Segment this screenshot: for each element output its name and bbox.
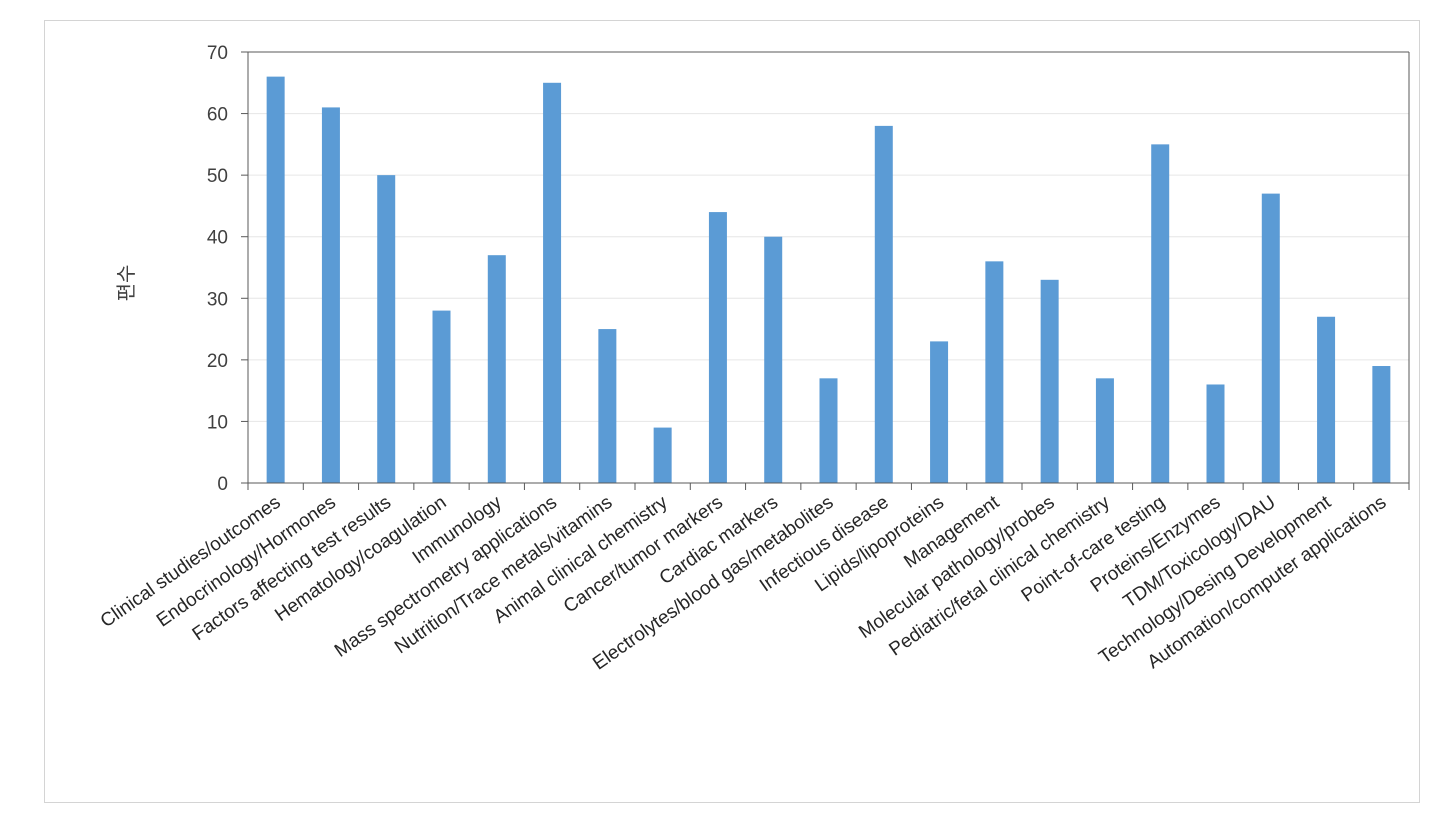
bar — [432, 310, 451, 483]
bar — [1206, 384, 1225, 483]
bar — [266, 76, 285, 483]
y-tick-label: 50 — [207, 166, 228, 187]
gridlines — [248, 51, 1409, 422]
y-tick-label: 10 — [207, 412, 228, 433]
bar — [708, 212, 727, 484]
y-tick-label: 70 — [207, 43, 228, 64]
y-tick-label: 60 — [207, 105, 228, 126]
bar — [1095, 378, 1114, 483]
x-category-labels: Clinical studies/outcomesEndocrinology/H… — [97, 491, 1390, 674]
bar — [377, 175, 396, 483]
bar — [1040, 279, 1059, 483]
bar — [764, 236, 783, 483]
bar — [321, 107, 340, 484]
bar — [543, 82, 562, 484]
y-tick-label: 40 — [207, 228, 228, 249]
y-tick-labels: 0 10 20 30 40 50 60 70 — [207, 43, 228, 495]
bar — [1151, 144, 1170, 483]
axes — [241, 51, 1410, 490]
bar — [1317, 316, 1336, 483]
y-tick-label: 30 — [207, 289, 228, 310]
bar — [1261, 193, 1280, 483]
y-tick-label: 0 — [217, 474, 228, 495]
bar — [819, 378, 838, 483]
bar — [487, 255, 506, 483]
bar — [874, 125, 893, 483]
bar — [985, 261, 1004, 483]
bar — [653, 427, 672, 483]
bar — [598, 329, 617, 483]
bar — [930, 341, 949, 483]
bar — [1372, 366, 1391, 483]
y-axis-title: 편수 — [114, 265, 138, 302]
bars — [266, 76, 1391, 484]
y-tick-label: 20 — [207, 351, 228, 372]
